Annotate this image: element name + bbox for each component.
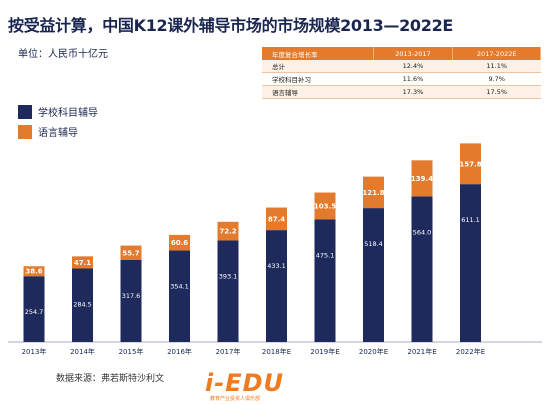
data-label-school-subjects: 518.4 (364, 240, 383, 248)
legend-item-language: 语言辅导 (18, 124, 98, 139)
cagr-header-label: 年度复合增长率 (262, 47, 374, 60)
cagr-cell: 17.3% (373, 85, 453, 99)
bar-school-subjects (120, 259, 142, 342)
bar-school-subjects (363, 208, 384, 342)
bar-school-subjects (169, 250, 190, 342)
bar-school-subjects (23, 276, 45, 342)
watermark-logo: i-EDU (205, 369, 284, 397)
data-label-school-subjects: 317.6 (122, 292, 141, 300)
bar-language (120, 245, 142, 260)
data-label-language: 60.6 (171, 239, 188, 247)
cagr-cell: 17.5% (452, 85, 541, 99)
data-label-school-subjects: 393.1 (219, 272, 238, 280)
data-label-school-subjects: 564.0 (413, 228, 432, 236)
legend-item-school-subjects: 学校科目辅导 (18, 104, 98, 119)
x-tick-label: 2014年 (70, 347, 95, 356)
x-tick-label: 2019年E (310, 347, 339, 356)
cagr-row-language: 语言辅导 17.3% 17.5% (262, 85, 541, 99)
bar-language (217, 221, 239, 241)
data-label-language: 55.7 (122, 249, 139, 257)
bar-language (169, 234, 190, 251)
cagr-cell: 11.6% (373, 72, 453, 86)
data-label-language: 121.8 (362, 189, 384, 197)
data-label-language: 87.4 (268, 215, 285, 223)
legend-label-language: 语言辅导 (38, 128, 78, 139)
cagr-header-row: 年度复合增长率 2013-2017 2017-2022E (262, 47, 541, 60)
bar-language (363, 176, 384, 209)
source-note: 数据来源：弗若斯特沙利文 (56, 374, 165, 384)
bar-language (72, 256, 93, 269)
unit-label: 单位：人民币十亿元 (18, 49, 108, 60)
bar-school-subjects (314, 219, 336, 342)
legend-swatch-language (18, 124, 32, 139)
x-tick-label: 2022年E (456, 347, 485, 356)
bar-language (411, 160, 433, 197)
legend-swatch-school-subjects (18, 104, 32, 119)
cagr-cell: 总计 (262, 60, 374, 73)
bar-school-subjects (72, 268, 93, 342)
data-label-school-subjects: 433.1 (267, 262, 286, 270)
data-label-school-subjects: 354.1 (170, 283, 189, 291)
data-label-school-subjects: 284.5 (73, 301, 92, 309)
watermark-subtitle: 教育产业投资人俱乐部 (210, 396, 261, 402)
bar-school-subjects (411, 196, 433, 342)
bar-school-subjects (460, 184, 481, 342)
cagr-cell: 12.4% (373, 60, 453, 73)
data-label-language: 72.2 (219, 228, 236, 236)
x-tick-label: 2021年E (407, 347, 436, 356)
data-label-language: 139.4 (411, 175, 433, 183)
cagr-cell: 9.7% (452, 72, 541, 86)
data-label-language: 103.5 (314, 202, 336, 210)
cagr-row-total: 总计 12.4% 11.1% (262, 60, 541, 73)
bar-language (314, 192, 336, 220)
cagr-header-period-1: 2013-2017 (373, 47, 454, 60)
data-label-language: 38.6 (25, 268, 42, 276)
x-tick-label: 2018年E (262, 347, 291, 356)
chart-title: 按受益计算，中国K12课外辅导市场的市场规模2013—2022E (8, 16, 454, 35)
data-label-language: 157.8 (459, 160, 481, 168)
cagr-cell: 语言辅导 (262, 85, 374, 99)
bar-language (266, 207, 287, 231)
cagr-cell: 11.1% (452, 60, 541, 73)
cagr-cell: 学校科目补习 (262, 72, 374, 86)
bar-school-subjects (266, 230, 287, 342)
data-label-school-subjects: 254.7 (25, 308, 44, 316)
legend: 学校科目辅导 语言辅导 (18, 104, 98, 144)
cagr-header-period-2: 2017-2022E (452, 47, 541, 60)
x-tick-label: 2015年 (119, 347, 144, 356)
data-label-language: 47.1 (74, 259, 91, 267)
bar-language (460, 143, 481, 185)
x-tick-label: 2017年 (216, 347, 241, 356)
bar-school-subjects (217, 240, 239, 342)
bar-language (23, 266, 45, 277)
cagr-row-school-subjects: 学校科目补习 11.6% 9.7% (262, 72, 541, 86)
x-tick-label: 2016年 (167, 347, 192, 356)
data-label-school-subjects: 475.1 (316, 251, 335, 259)
legend-label-school-subjects: 学校科目辅导 (38, 108, 98, 119)
data-label-school-subjects: 611.1 (461, 216, 480, 224)
x-tick-label: 2013年 (22, 347, 47, 356)
x-tick-label: 2020年E (359, 347, 388, 356)
cagr-table: 年度复合增长率 2013-2017 2017-2022E 总计 12.4% 11… (262, 47, 541, 99)
